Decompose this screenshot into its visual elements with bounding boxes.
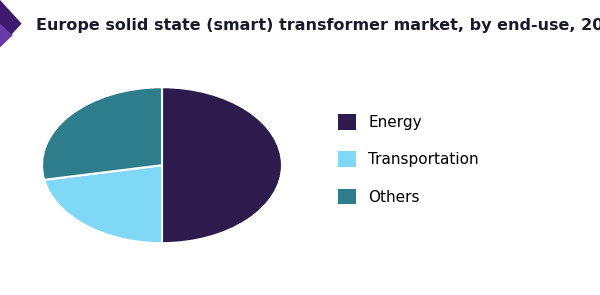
Legend: Energy, Transportation, Others: Energy, Transportation, Others <box>338 114 479 205</box>
Polygon shape <box>0 24 13 47</box>
Wedge shape <box>162 87 282 243</box>
Text: Europe solid state (smart) transformer market, by end-use, 2016 (%): Europe solid state (smart) transformer m… <box>36 19 600 33</box>
Wedge shape <box>44 165 162 243</box>
Wedge shape <box>42 87 162 180</box>
Polygon shape <box>0 0 22 47</box>
